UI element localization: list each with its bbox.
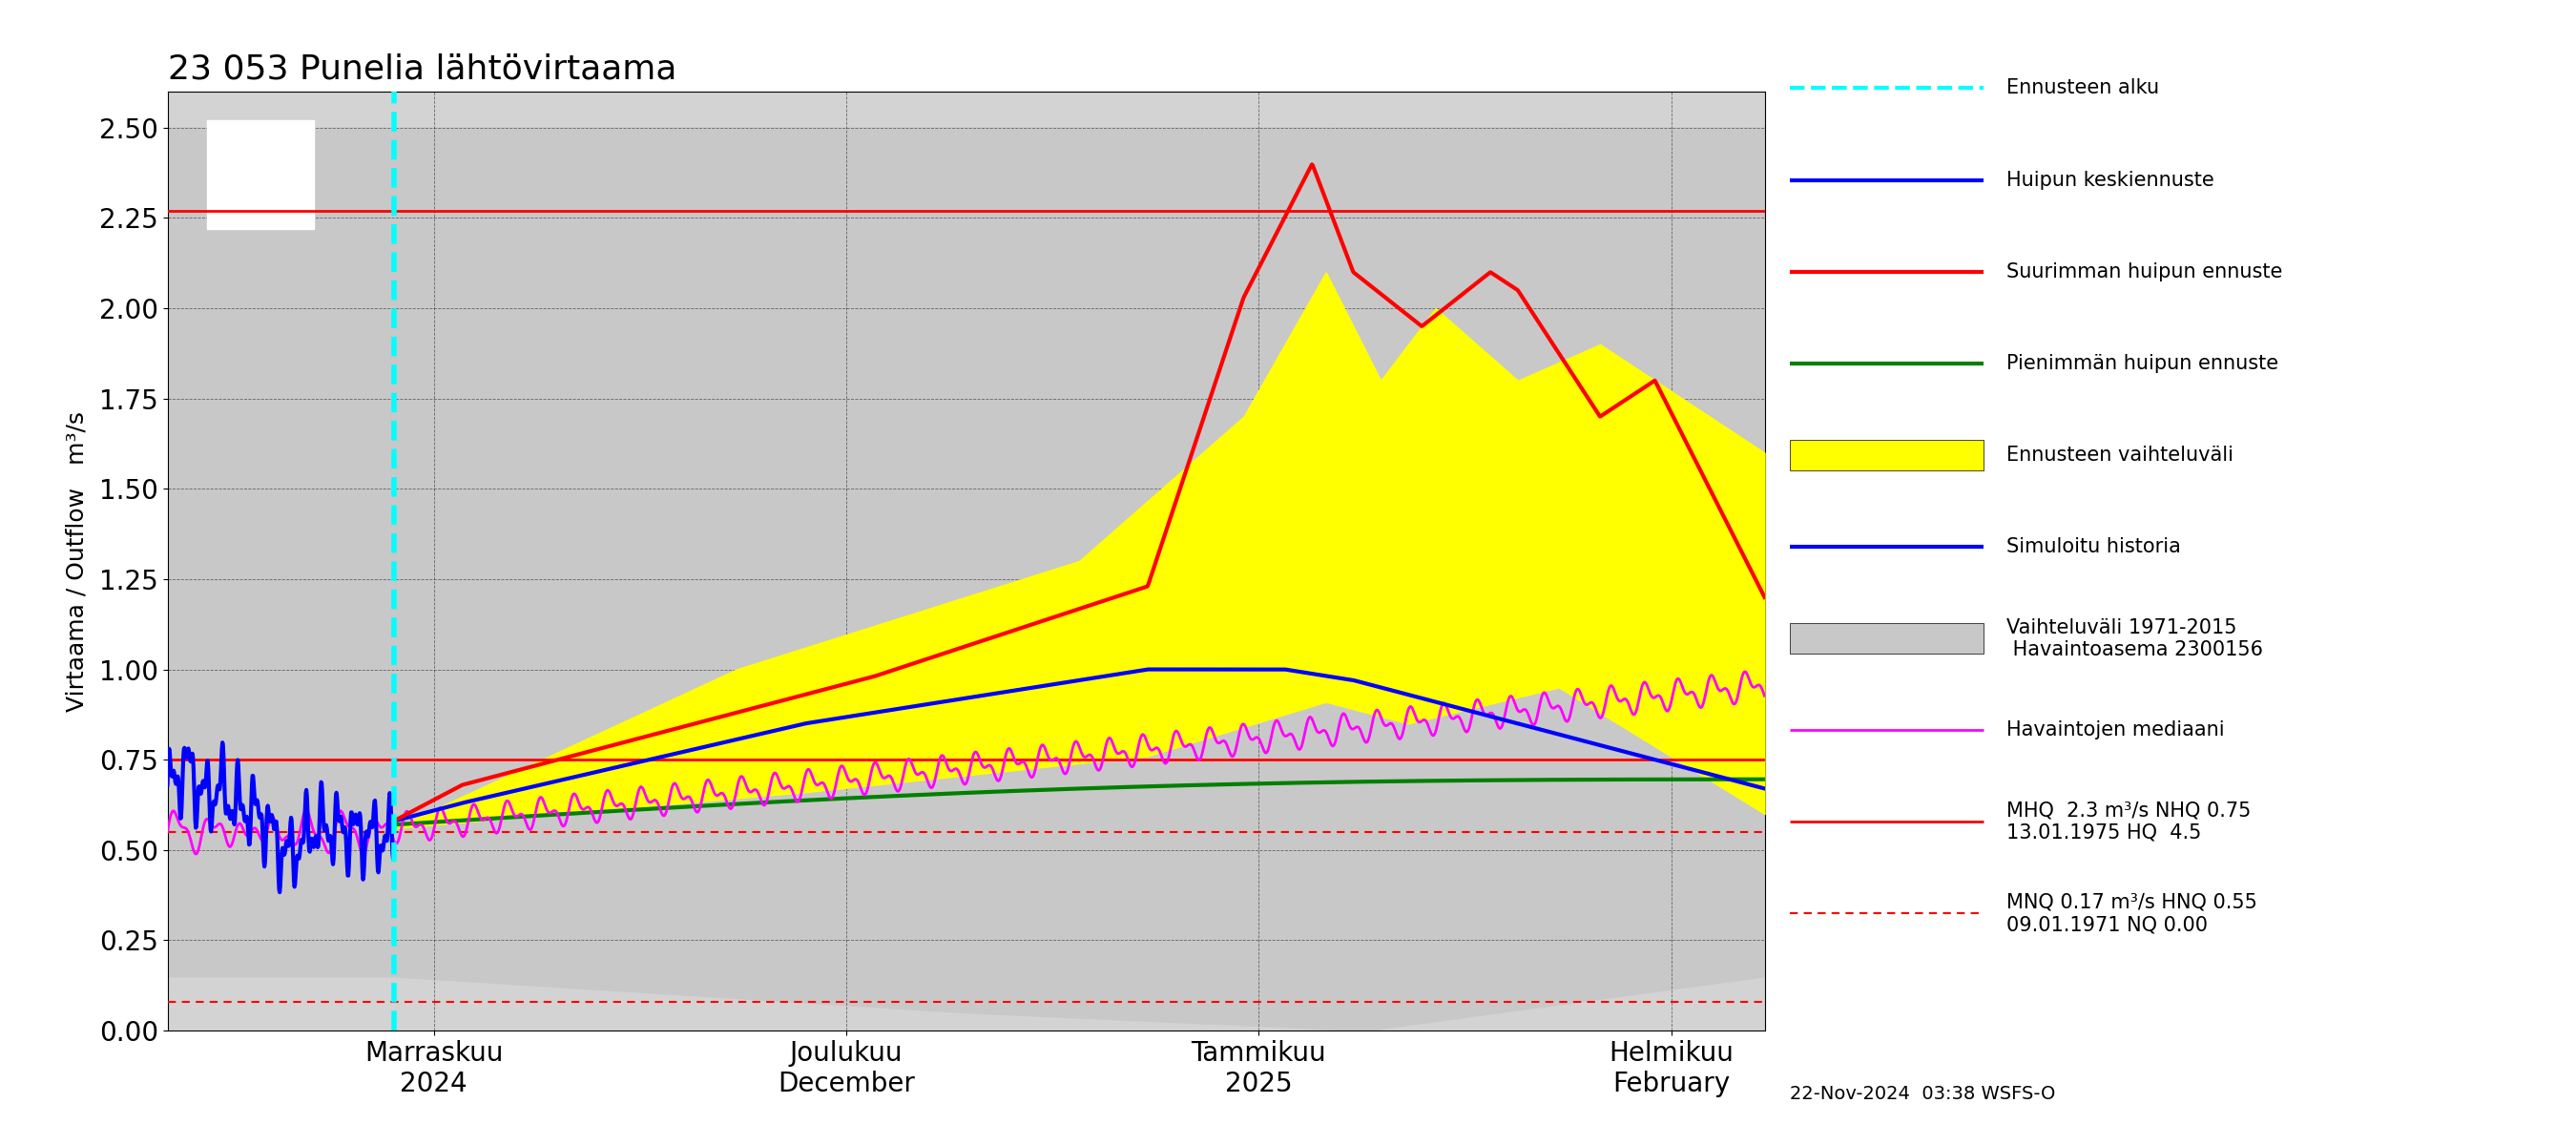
Text: Suurimman huipun ennuste: Suurimman huipun ennuste	[2007, 262, 2282, 282]
Text: Vaihteluväli 1971-2015
 Havaintoasema 2300156: Vaihteluväli 1971-2015 Havaintoasema 230…	[2007, 618, 2264, 660]
Text: Ennusteen alku: Ennusteen alku	[2007, 79, 2159, 97]
FancyBboxPatch shape	[1790, 623, 1984, 654]
Text: MHQ  2.3 m³/s NHQ 0.75
13.01.1975 HQ  4.5: MHQ 2.3 m³/s NHQ 0.75 13.01.1975 HQ 4.5	[2007, 802, 2251, 843]
Text: Huipun keskiennuste: Huipun keskiennuste	[2007, 171, 2215, 189]
Text: MNQ 0.17 m³/s HNQ 0.55
09.01.1971 NQ 0.00: MNQ 0.17 m³/s HNQ 0.55 09.01.1971 NQ 0.0…	[2007, 893, 2257, 934]
Text: Simuloitu historia: Simuloitu historia	[2007, 537, 2182, 556]
Text: 23 053 Punelia lähtövirtaama: 23 053 Punelia lähtövirtaama	[167, 53, 677, 85]
FancyBboxPatch shape	[1790, 440, 1984, 471]
Y-axis label: Virtaama / Outflow   m³/s: Virtaama / Outflow m³/s	[64, 411, 88, 711]
Text: 22-Nov-2024  03:38 WSFS-O: 22-Nov-2024 03:38 WSFS-O	[1790, 1085, 2056, 1103]
Text: Ennusteen vaihteluväli: Ennusteen vaihteluväli	[2007, 445, 2233, 465]
Text: Havaintojen mediaani: Havaintojen mediaani	[2007, 720, 2226, 740]
Text: Pienimmän huipun ennuste: Pienimmän huipun ennuste	[2007, 354, 2280, 373]
